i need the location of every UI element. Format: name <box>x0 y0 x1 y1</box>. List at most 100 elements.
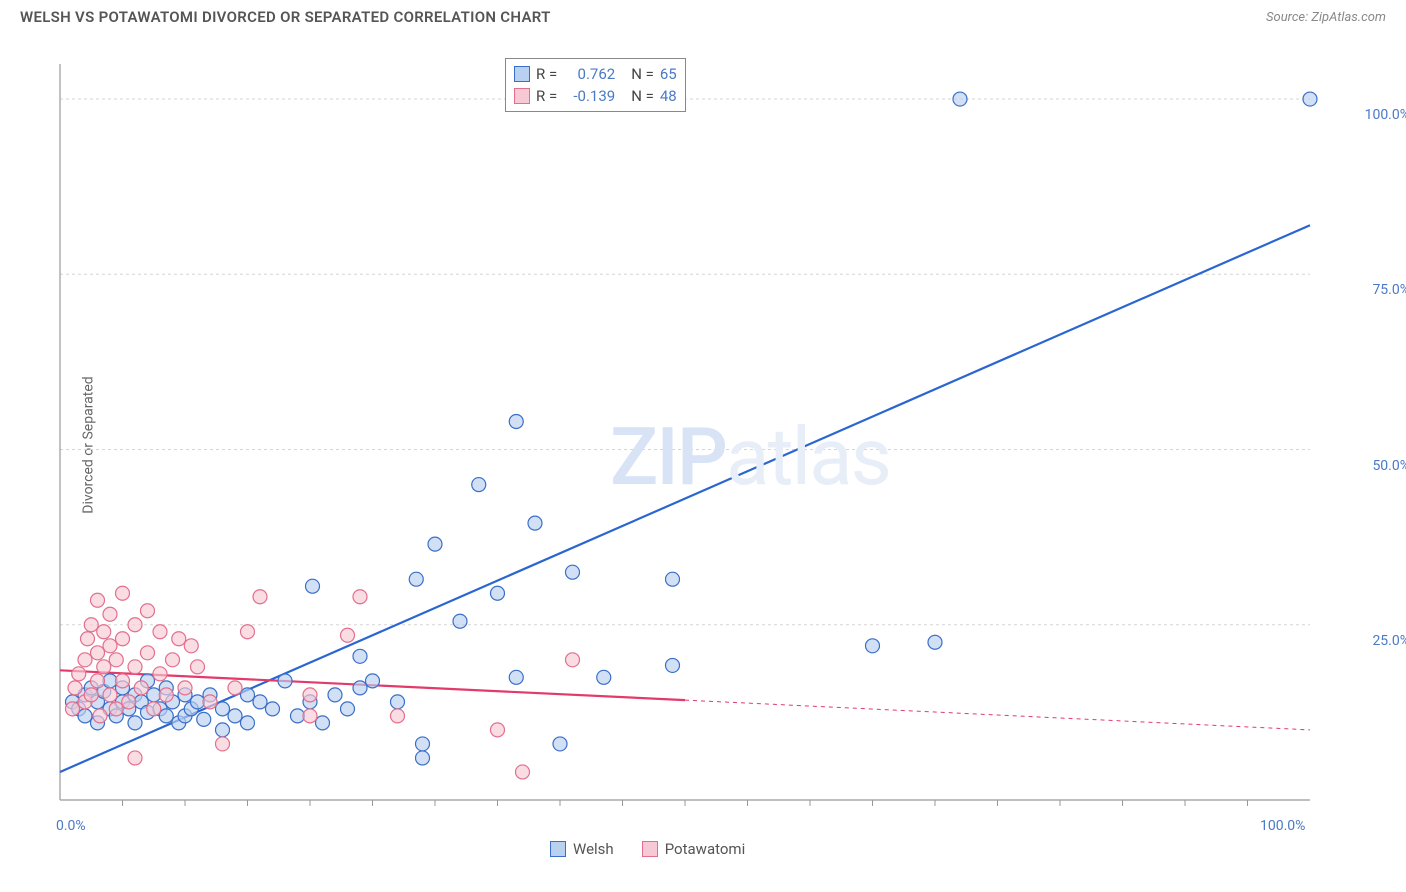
data-point-welsh <box>306 579 320 593</box>
data-point-welsh <box>278 674 292 688</box>
data-point-welsh <box>428 537 442 551</box>
data-point-welsh <box>241 688 255 702</box>
x-tick-label: 0.0% <box>56 818 86 834</box>
data-point-potawatomi <box>353 590 367 604</box>
data-point-welsh <box>597 670 611 684</box>
data-point-potawatomi <box>303 709 317 723</box>
data-point-potawatomi <box>128 751 142 765</box>
data-point-potawatomi <box>491 723 505 737</box>
data-point-potawatomi <box>109 653 123 667</box>
data-point-welsh <box>1303 92 1317 106</box>
data-point-potawatomi <box>253 590 267 604</box>
source-text: Source: ZipAtlas.com <box>1266 10 1386 25</box>
data-point-welsh <box>78 709 92 723</box>
data-point-potawatomi <box>391 709 405 723</box>
data-point-potawatomi <box>84 688 98 702</box>
legend-row: R = 0.762 N = 65 <box>514 63 677 85</box>
data-point-potawatomi <box>116 632 130 646</box>
x-tick-label: 100.0% <box>1260 818 1305 834</box>
data-point-welsh <box>509 414 523 428</box>
legend-n-value: 48 <box>660 85 677 107</box>
stats-legend: R = 0.762 N = 65 R = -0.139 N = 48 <box>505 58 686 112</box>
legend-n-label: N = <box>631 63 654 85</box>
data-point-potawatomi <box>203 695 217 709</box>
legend-r-value: 0.762 <box>563 63 615 85</box>
legend-row: R = -0.139 N = 48 <box>514 85 677 107</box>
data-point-welsh <box>128 716 142 730</box>
data-point-potawatomi <box>66 702 80 716</box>
y-tick-label: 50.0% <box>1372 458 1406 474</box>
data-point-welsh <box>553 737 567 751</box>
data-point-welsh <box>159 709 173 723</box>
data-point-potawatomi <box>153 625 167 639</box>
y-tick-label: 100.0% <box>1365 107 1406 123</box>
data-point-potawatomi <box>128 618 142 632</box>
data-point-potawatomi <box>159 688 173 702</box>
data-point-welsh <box>328 688 342 702</box>
data-point-welsh <box>472 478 486 492</box>
legend-r-value: -0.139 <box>563 85 615 107</box>
data-point-potawatomi <box>172 632 186 646</box>
data-point-welsh <box>197 712 211 726</box>
data-point-potawatomi <box>81 632 95 646</box>
data-point-welsh <box>528 516 542 530</box>
data-point-welsh <box>409 572 423 586</box>
data-point-potawatomi <box>216 737 230 751</box>
title-bar: WELSH VS POTAWATOMI DIVORCED OR SEPARATE… <box>0 0 1406 30</box>
legend-n-value: 65 <box>660 63 677 85</box>
y-tick-label: 25.0% <box>1372 633 1406 649</box>
data-point-potawatomi <box>341 628 355 642</box>
data-point-potawatomi <box>122 695 136 709</box>
data-point-potawatomi <box>303 688 317 702</box>
data-point-welsh <box>416 751 430 765</box>
data-point-potawatomi <box>153 667 167 681</box>
data-point-welsh <box>953 92 967 106</box>
data-point-potawatomi <box>97 625 111 639</box>
data-point-potawatomi <box>134 681 148 695</box>
data-point-potawatomi <box>72 667 86 681</box>
data-point-potawatomi <box>116 586 130 600</box>
data-point-potawatomi <box>516 765 530 779</box>
data-point-potawatomi <box>178 681 192 695</box>
legend-r-label: R = <box>536 85 557 107</box>
data-point-potawatomi <box>91 674 105 688</box>
data-point-welsh <box>341 702 355 716</box>
data-point-welsh <box>353 649 367 663</box>
data-point-potawatomi <box>128 660 142 674</box>
data-point-potawatomi <box>91 593 105 607</box>
data-point-welsh <box>191 695 205 709</box>
data-point-potawatomi <box>84 618 98 632</box>
legend-swatch <box>514 88 530 104</box>
data-point-potawatomi <box>228 681 242 695</box>
data-point-potawatomi <box>93 709 107 723</box>
data-point-welsh <box>241 716 255 730</box>
data-point-welsh <box>228 709 242 723</box>
series-legend-item: Potawatomi <box>642 840 746 858</box>
series-legend-label: Welsh <box>573 840 614 858</box>
data-point-welsh <box>253 695 267 709</box>
legend-swatch <box>642 841 658 857</box>
data-point-potawatomi <box>103 639 117 653</box>
legend-r-label: R = <box>536 63 557 85</box>
data-point-welsh <box>509 670 523 684</box>
series-legend: Welsh Potawatomi <box>550 840 745 858</box>
data-point-welsh <box>291 709 305 723</box>
data-point-potawatomi <box>141 646 155 660</box>
data-point-welsh <box>928 635 942 649</box>
data-point-potawatomi <box>141 604 155 618</box>
data-point-welsh <box>666 572 680 586</box>
data-point-welsh <box>266 702 280 716</box>
data-point-welsh <box>147 688 161 702</box>
data-point-welsh <box>216 723 230 737</box>
data-point-potawatomi <box>68 681 82 695</box>
series-legend-label: Potawatomi <box>665 840 746 858</box>
data-point-welsh <box>366 674 380 688</box>
trend-line-dashed-potawatomi <box>685 700 1310 730</box>
data-point-potawatomi <box>241 625 255 639</box>
chart-title: WELSH VS POTAWATOMI DIVORCED OR SEPARATE… <box>20 8 551 26</box>
chart-area: Divorced or Separated ZIPatlas 25.0%50.0… <box>50 60 1370 830</box>
data-point-welsh <box>566 565 580 579</box>
scatter-plot <box>50 60 1370 830</box>
data-point-potawatomi <box>184 639 198 653</box>
data-point-potawatomi <box>103 688 117 702</box>
